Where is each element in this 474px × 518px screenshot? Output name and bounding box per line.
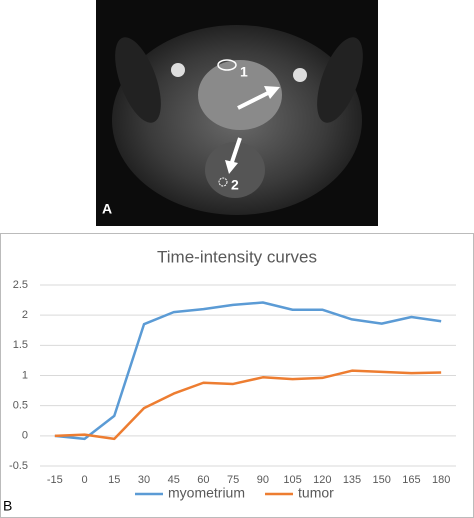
- y-tick-label: -0.5: [9, 460, 28, 472]
- x-tick-label: 150: [373, 474, 391, 486]
- panel-label: B: [3, 498, 12, 514]
- legend-label: tumor: [298, 485, 334, 501]
- series-line: [54, 369, 442, 441]
- x-tick-label: -15: [47, 474, 63, 486]
- y-tick-label: 2.5: [13, 279, 28, 291]
- y-tick-label: 1: [22, 369, 28, 381]
- y-tick-label: 0.5: [13, 400, 28, 412]
- y-tick-label: 1.5: [13, 339, 28, 351]
- plot: -0.5 0 0.5 1 1.5 2 2.5 -15 0 15 30 45 60 75 90 105 120 13…: [9, 279, 456, 501]
- chart-title: Time-intensity curves: [157, 247, 317, 266]
- x-tick-label: 75: [227, 474, 239, 486]
- panel-label: A: [102, 201, 112, 217]
- legend-label: myometrium: [168, 485, 245, 501]
- series-line: [54, 301, 442, 441]
- x-tick-label: 45: [168, 474, 180, 486]
- x-tick-label: 15: [108, 474, 120, 486]
- x-tick-label: 105: [283, 474, 301, 486]
- x-tick-label: 120: [313, 474, 331, 486]
- x-tick-label: 165: [402, 474, 420, 486]
- x-tick-label: 135: [343, 474, 361, 486]
- y-tick-label: 0: [22, 430, 28, 442]
- marker-label: 2: [231, 177, 239, 193]
- x-tick-label: 30: [138, 474, 150, 486]
- mri-image: 1 2 A: [96, 0, 378, 226]
- x-tick-label: 180: [432, 474, 450, 486]
- x-tick-label: 90: [257, 474, 269, 486]
- x-tick-label: 60: [197, 474, 209, 486]
- x-tick-label: 0: [82, 474, 88, 486]
- marker-label: 1: [240, 64, 248, 80]
- y-tick-label: 2: [22, 309, 28, 321]
